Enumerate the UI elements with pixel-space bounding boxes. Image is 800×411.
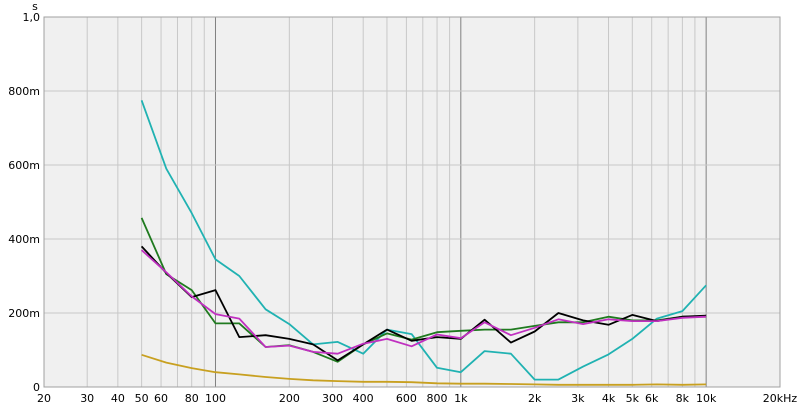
x-tick-label: 20 [37, 392, 51, 405]
plot-background [44, 17, 780, 387]
x-tick-label: 300 [322, 392, 343, 405]
x-tick-label: 200 [279, 392, 300, 405]
x-axis-ticks: 20 30 40 50 60 80 100 200 300 400 600 800 1k 2k 3k 4k 5k… [37, 392, 797, 405]
x-tick-label: 30 [80, 392, 94, 405]
x-tick-label: 10k [696, 392, 717, 405]
series-line-2 [140, 217, 707, 363]
x-tick-label: 60 [154, 392, 168, 405]
x-tick-label: 3k [571, 392, 585, 405]
x-tick-label: 20kHz [763, 392, 798, 405]
x-tick-label: 40 [111, 392, 125, 405]
y-tick-label: 800m [8, 85, 40, 98]
y-tick-label: 600m [8, 159, 40, 172]
y-axis-ticks: 0 200m 400m 600m 800m 1,0 [8, 11, 40, 394]
x-tick-label: 6k [645, 392, 659, 405]
x-tick-label: 4k [602, 392, 616, 405]
y-tick-label: 0 [33, 381, 40, 394]
y-tick-label: 200m [8, 307, 40, 320]
x-tick-label: 80 [185, 392, 199, 405]
x-tick-label: 600 [396, 392, 417, 405]
x-tick-label: 50 [135, 392, 149, 405]
y-axis-unit: s [32, 0, 38, 13]
series-lines [140, 99, 707, 386]
plot-frame [43, 16, 781, 388]
series-line-3 [140, 245, 707, 362]
x-tick-label: 1k [454, 392, 468, 405]
y-tick-label: 1,0 [23, 11, 41, 24]
x-tick-label: 5k [626, 392, 640, 405]
series-line-1 [140, 99, 707, 381]
series-line-5 [141, 353, 707, 386]
x-tick-label: 800 [427, 392, 448, 405]
series-line-4 [140, 249, 707, 355]
x-tick-label: 2k [528, 392, 542, 405]
x-tick-label: 8k [676, 392, 690, 405]
y-tick-label: 400m [8, 233, 40, 246]
x-tick-label: 400 [353, 392, 374, 405]
x-tick-label: 100 [205, 392, 226, 405]
